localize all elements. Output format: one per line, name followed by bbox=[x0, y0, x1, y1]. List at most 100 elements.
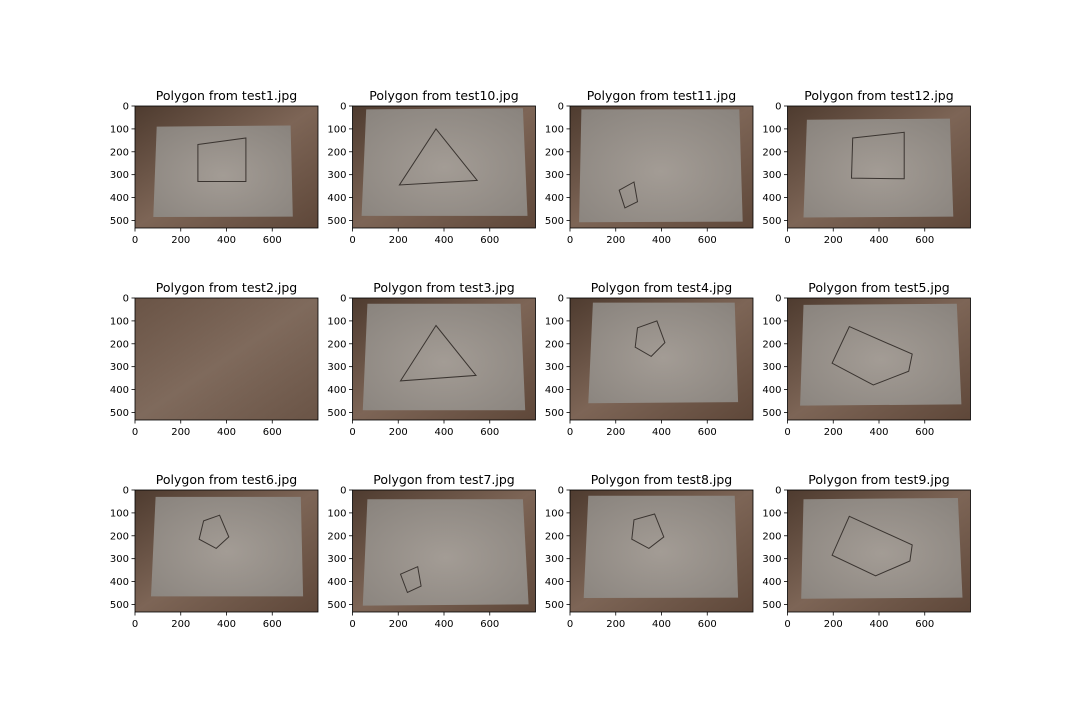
y-tick-label: 100 bbox=[545, 508, 564, 519]
x-tick-label: 400 bbox=[652, 427, 671, 438]
x-tick-label: 600 bbox=[263, 619, 282, 630]
x-tick-label: 0 bbox=[567, 427, 573, 438]
subplot-title: Polygon from test3.jpg bbox=[373, 280, 514, 295]
y-tick-label: 100 bbox=[327, 316, 346, 327]
y-tick-label: 300 bbox=[327, 362, 346, 373]
x-tick-label: 0 bbox=[132, 235, 138, 246]
y-tick-label: 300 bbox=[762, 362, 781, 373]
x-tick-label: 600 bbox=[263, 235, 282, 246]
x-tick-label: 0 bbox=[349, 235, 355, 246]
y-tick-label: 0 bbox=[340, 102, 346, 113]
y-tick-label: 500 bbox=[545, 408, 564, 419]
paper-sheet bbox=[153, 125, 293, 217]
y-tick-label: 100 bbox=[762, 124, 781, 135]
detected-polygon bbox=[634, 320, 666, 358]
y-tick-label: 300 bbox=[327, 554, 346, 565]
y-tick-label: 500 bbox=[110, 600, 129, 611]
y-tick-label: 300 bbox=[545, 362, 564, 373]
y-tick-label: 0 bbox=[558, 102, 564, 113]
y-tick-label: 500 bbox=[110, 216, 129, 227]
paper-sheet bbox=[800, 303, 962, 406]
detected-polygon bbox=[197, 137, 247, 182]
y-tick-label: 300 bbox=[110, 554, 129, 565]
x-tick-label: 400 bbox=[434, 235, 453, 246]
y-tick-label: 0 bbox=[340, 294, 346, 305]
y-tick-label: 300 bbox=[545, 554, 564, 565]
y-tick-label: 200 bbox=[327, 147, 346, 158]
x-tick-label: 400 bbox=[652, 619, 671, 630]
x-tick-label: 400 bbox=[652, 235, 671, 246]
paper-sheet bbox=[583, 495, 739, 598]
x-tick-label: 0 bbox=[349, 619, 355, 630]
subplot-title: Polygon from test11.jpg bbox=[587, 88, 736, 103]
x-tick-label: 0 bbox=[349, 427, 355, 438]
x-tick-label: 200 bbox=[389, 427, 408, 438]
y-tick-label: 100 bbox=[762, 508, 781, 519]
y-tick-label: 500 bbox=[762, 408, 781, 419]
x-tick-label: 400 bbox=[217, 619, 236, 630]
x-tick-label: 200 bbox=[389, 619, 408, 630]
x-tick-label: 200 bbox=[606, 235, 625, 246]
y-tick-label: 400 bbox=[327, 577, 346, 588]
detected-polygon bbox=[198, 514, 230, 550]
y-tick-label: 200 bbox=[110, 339, 129, 350]
y-tick-label: 400 bbox=[327, 385, 346, 396]
photo-background bbox=[135, 298, 318, 420]
detected-polygon bbox=[850, 131, 905, 180]
y-tick-label: 400 bbox=[545, 385, 564, 396]
y-tick-label: 100 bbox=[545, 316, 564, 327]
subplot-title: Polygon from test4.jpg bbox=[591, 280, 732, 295]
detected-polygon bbox=[631, 513, 665, 549]
x-tick-label: 0 bbox=[784, 235, 790, 246]
x-tick-label: 600 bbox=[698, 427, 717, 438]
x-tick-label: 200 bbox=[171, 619, 190, 630]
y-tick-label: 400 bbox=[110, 385, 129, 396]
subplot-title: Polygon from test5.jpg bbox=[808, 280, 949, 295]
y-tick-label: 200 bbox=[762, 147, 781, 158]
x-tick-label: 400 bbox=[217, 427, 236, 438]
x-tick-label: 200 bbox=[824, 427, 843, 438]
x-tick-label: 0 bbox=[132, 427, 138, 438]
y-tick-label: 500 bbox=[762, 216, 781, 227]
y-tick-label: 100 bbox=[762, 316, 781, 327]
y-tick-label: 200 bbox=[545, 147, 564, 158]
y-tick-label: 200 bbox=[327, 531, 346, 542]
subplot-title: Polygon from test9.jpg bbox=[808, 472, 949, 487]
paper-sheet bbox=[361, 108, 528, 216]
detected-polygon bbox=[831, 325, 913, 386]
paper-sheet bbox=[579, 109, 743, 223]
subplot-title: Polygon from test8.jpg bbox=[591, 472, 732, 487]
x-tick-label: 0 bbox=[132, 619, 138, 630]
y-tick-label: 200 bbox=[545, 531, 564, 542]
y-tick-label: 400 bbox=[327, 193, 346, 204]
subplot-title: Polygon from test2.jpg bbox=[156, 280, 297, 295]
y-tick-label: 400 bbox=[110, 577, 129, 588]
x-tick-label: 400 bbox=[869, 235, 888, 246]
x-tick-label: 200 bbox=[824, 235, 843, 246]
x-tick-label: 0 bbox=[784, 427, 790, 438]
paper-sheet bbox=[588, 302, 739, 404]
x-tick-label: 600 bbox=[698, 235, 717, 246]
y-tick-label: 500 bbox=[327, 216, 346, 227]
subplot-title: Polygon from test6.jpg bbox=[156, 472, 297, 487]
y-tick-label: 500 bbox=[327, 600, 346, 611]
paper-sheet bbox=[801, 498, 963, 599]
x-tick-label: 600 bbox=[698, 619, 717, 630]
y-tick-label: 500 bbox=[762, 600, 781, 611]
paper-sheet bbox=[362, 303, 526, 411]
y-tick-label: 100 bbox=[110, 316, 129, 327]
y-tick-label: 500 bbox=[545, 216, 564, 227]
y-tick-label: 0 bbox=[558, 486, 564, 497]
y-tick-label: 300 bbox=[545, 170, 564, 181]
x-tick-label: 400 bbox=[869, 619, 888, 630]
y-tick-label: 0 bbox=[123, 102, 129, 113]
y-tick-label: 100 bbox=[545, 124, 564, 135]
subplot-2: Polygon from test10.jpg01002003004005000… bbox=[327, 88, 536, 246]
detected-polygon bbox=[398, 128, 479, 186]
y-tick-label: 300 bbox=[110, 170, 129, 181]
y-tick-label: 100 bbox=[327, 124, 346, 135]
